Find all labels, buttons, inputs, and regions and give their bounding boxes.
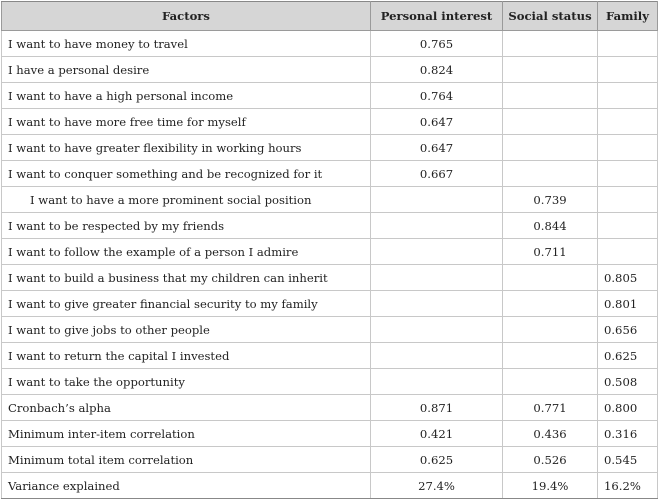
value-cell xyxy=(502,108,598,135)
factor-cell: I want to have a high personal income xyxy=(1,82,371,109)
table-row: Minimum inter-item correlation 0.421 0.436… xyxy=(1,420,658,447)
value-cell: 0.800 xyxy=(597,394,658,421)
value-cell xyxy=(502,134,598,161)
value-cell xyxy=(370,290,503,317)
value-cell: 0.545 xyxy=(597,446,658,473)
factor-cell: I want to have money to travel xyxy=(1,30,371,57)
factor-cell: Minimum total item correlation xyxy=(1,446,371,473)
value-cell: 0.436 xyxy=(502,420,598,447)
table-row: I want to conquer something and be recog… xyxy=(1,160,658,187)
table-row: I want to have a high personal income 0.7… xyxy=(1,82,658,109)
header-cell: Factors xyxy=(1,1,371,31)
value-cell: 0.526 xyxy=(502,446,598,473)
value-cell: 0.647 xyxy=(370,134,503,161)
table-row: I want to build a business that my child… xyxy=(1,264,658,291)
value-cell: 0.656 xyxy=(597,316,658,343)
value-cell xyxy=(502,290,598,317)
factor-cell: Variance explained xyxy=(1,472,371,499)
table-row: I want to take the opportunity 0.508 xyxy=(1,368,658,395)
table-row: I want to be respected by my friends 0.84… xyxy=(1,212,658,239)
factor-cell: I have a personal desire xyxy=(1,56,371,83)
value-cell xyxy=(502,368,598,395)
factor-cell: I want to take the opportunity xyxy=(1,368,371,395)
factor-cell: I want to return the capital I invested xyxy=(1,342,371,369)
value-cell xyxy=(597,238,658,265)
factor-cell: I want to conquer something and be recog… xyxy=(1,160,371,187)
value-cell xyxy=(597,108,658,135)
header-cell: Personal interest xyxy=(370,1,503,31)
value-cell: 0.871 xyxy=(370,394,503,421)
value-cell xyxy=(502,160,598,187)
factor-cell: Minimum inter-item correlation xyxy=(1,420,371,447)
value-cell xyxy=(597,160,658,187)
value-cell xyxy=(370,212,503,239)
value-cell xyxy=(597,186,658,213)
table-row: I want to give greater financial securit… xyxy=(1,290,658,317)
value-cell xyxy=(502,264,598,291)
value-cell xyxy=(597,134,658,161)
value-cell: 27.4% xyxy=(370,472,503,499)
factor-cell: I want to give greater financial securit… xyxy=(1,290,371,317)
table-row: I want to give jobs to other people 0.656 xyxy=(1,316,658,343)
value-cell xyxy=(502,316,598,343)
value-cell xyxy=(502,30,598,57)
header-row: Factors Personal interest Social status … xyxy=(1,1,658,31)
value-cell: 0.316 xyxy=(597,420,658,447)
value-cell xyxy=(370,238,503,265)
value-cell xyxy=(597,212,658,239)
value-cell: 0.771 xyxy=(502,394,598,421)
value-cell xyxy=(502,342,598,369)
table-row: Variance explained 27.4% 19.4% 16.2% xyxy=(1,472,658,499)
table-row: Cronbach’s alpha 0.871 0.771 0.800 xyxy=(1,394,658,421)
value-cell xyxy=(370,368,503,395)
value-cell: 0.667 xyxy=(370,160,503,187)
value-cell: 0.625 xyxy=(597,342,658,369)
value-cell: 0.844 xyxy=(502,212,598,239)
factor-cell: I want to have a more prominent social p… xyxy=(1,186,371,213)
factor-cell: I want to be respected by my friends xyxy=(1,212,371,239)
factor-cell: I want to give jobs to other people xyxy=(1,316,371,343)
value-cell: 0.625 xyxy=(370,446,503,473)
value-cell: 0.764 xyxy=(370,82,503,109)
value-cell xyxy=(370,264,503,291)
value-cell xyxy=(370,316,503,343)
factor-cell: I want to follow the example of a person… xyxy=(1,238,371,265)
value-cell xyxy=(370,186,503,213)
table-body: I want to have money to travel 0.765 I hav… xyxy=(1,30,658,499)
table-row: Minimum total item correlation 0.625 0.526… xyxy=(1,446,658,473)
value-cell xyxy=(597,82,658,109)
value-cell: 0.739 xyxy=(502,186,598,213)
value-cell xyxy=(370,342,503,369)
table-row: I want to return the capital I invested 0… xyxy=(1,342,658,369)
table-row: I want to have more free time for myself… xyxy=(1,108,658,135)
value-cell: 0.508 xyxy=(597,368,658,395)
header-cell: Family xyxy=(597,1,658,31)
value-cell xyxy=(502,82,598,109)
value-cell: 0.824 xyxy=(370,56,503,83)
value-cell xyxy=(597,30,658,57)
value-cell: 0.421 xyxy=(370,420,503,447)
value-cell: 0.765 xyxy=(370,30,503,57)
table-row: I want to have money to travel 0.765 xyxy=(1,30,658,57)
value-cell xyxy=(502,56,598,83)
value-cell: 0.801 xyxy=(597,290,658,317)
factor-cell: I want to build a business that my child… xyxy=(1,264,371,291)
header-cell: Social status xyxy=(502,1,598,31)
value-cell: 0.805 xyxy=(597,264,658,291)
table-row: I want to follow the example of a person… xyxy=(1,238,658,265)
value-cell: 19.4% xyxy=(502,472,598,499)
table-row: I want to have a more prominent social p… xyxy=(1,186,658,213)
value-cell: 0.647 xyxy=(370,108,503,135)
value-cell xyxy=(597,56,658,83)
value-cell: 0.711 xyxy=(502,238,598,265)
table-row: I have a personal desire 0.824 xyxy=(1,56,658,83)
factor-cell: I want to have more free time for myself xyxy=(1,108,371,135)
table-row: I want to have greater flexibility in wo… xyxy=(1,134,658,161)
value-cell: 16.2% xyxy=(597,472,658,499)
factor-cell: Cronbach’s alpha xyxy=(1,394,371,421)
factor-cell: I want to have greater flexibility in wo… xyxy=(1,134,371,161)
